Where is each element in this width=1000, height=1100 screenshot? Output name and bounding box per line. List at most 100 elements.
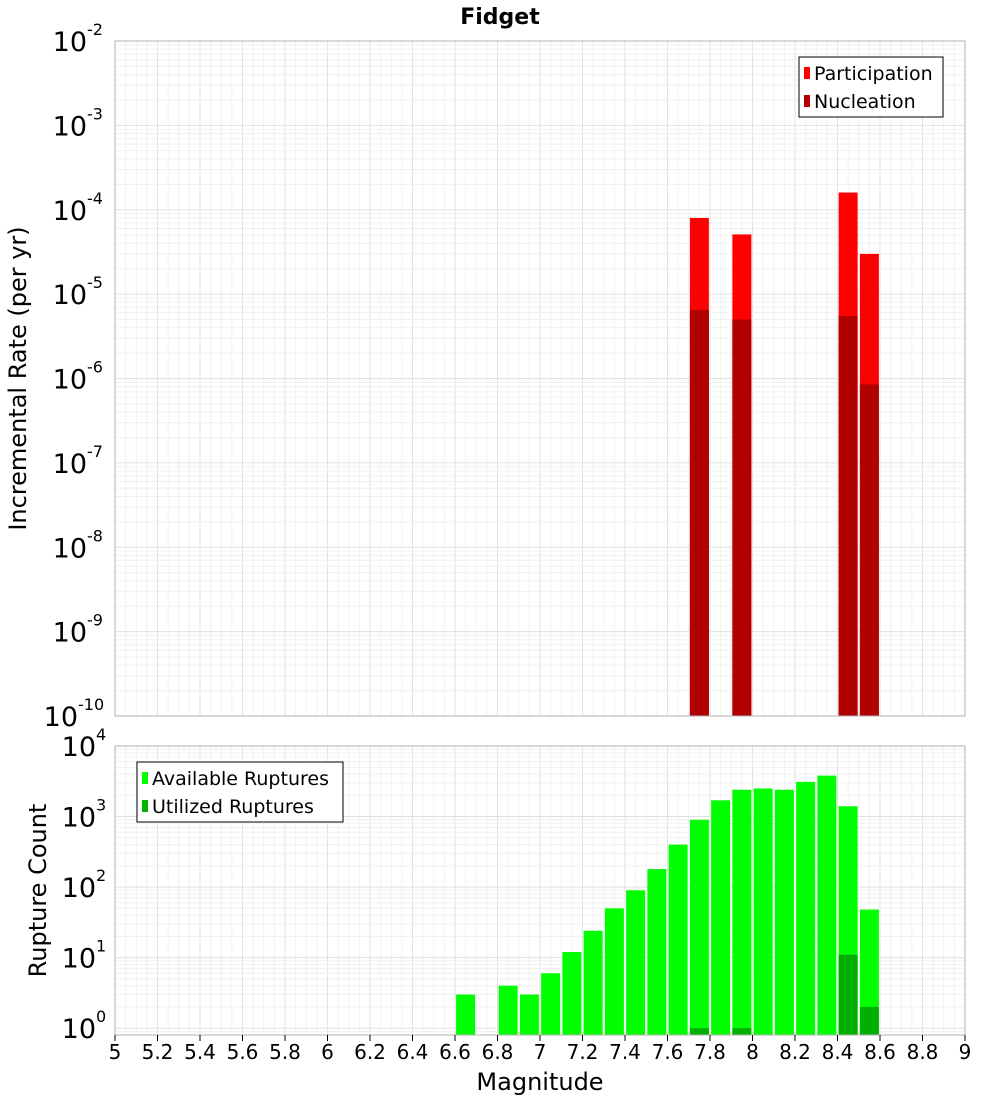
bar-available-ruptures-7 — [626, 890, 646, 1035]
x-tick-label: 7.2 — [567, 1040, 599, 1064]
bar-available-ruptures-6 — [604, 908, 624, 1035]
y-tick-base: 10 — [62, 732, 96, 763]
bar-utilized-ruptures-2 — [838, 954, 858, 1035]
x-tick-label: 7.4 — [609, 1040, 641, 1064]
y-tick-base: 10 — [53, 533, 87, 564]
legend-entry: Participation — [814, 63, 933, 85]
bar-available-ruptures-0 — [456, 994, 476, 1035]
bar-available-ruptures-10 — [689, 819, 709, 1035]
x-tick-label: 7 — [534, 1040, 547, 1064]
legend-entry: Nucleation — [814, 91, 916, 113]
y-tick-exponent: 4 — [96, 725, 106, 744]
bar-nucleation-0 — [689, 309, 709, 716]
y-tick-label: 10 2 — [62, 866, 107, 904]
x-tick-label: 7.6 — [652, 1040, 684, 1064]
x-tick-label: 9 — [959, 1040, 972, 1064]
y-tick-label: 10 -9 — [53, 611, 103, 649]
y-axis-label: Incremental Rate (per yr) — [4, 226, 32, 530]
y-tick-base: 10 — [62, 803, 96, 834]
x-tick-label: 5 — [109, 1040, 122, 1064]
x-tick-label: 8.6 — [864, 1040, 896, 1064]
legend-entry: Available Ruptures — [152, 768, 329, 790]
legend-swatch — [804, 95, 810, 107]
bar-utilized-ruptures-0 — [689, 1028, 709, 1035]
y-tick-base: 10 — [62, 873, 96, 904]
bar-utilized-ruptures-3 — [859, 1006, 879, 1035]
bar-available-ruptures-14 — [774, 789, 794, 1035]
y-tick-base: 10 — [53, 280, 87, 311]
bar-available-ruptures-12 — [732, 789, 752, 1035]
legend-entry: Utilized Ruptures — [152, 796, 314, 818]
y-tick-base: 10 — [44, 702, 78, 733]
y-tick-base: 10 — [62, 1014, 96, 1045]
bar-available-ruptures-9 — [668, 844, 688, 1035]
x-tick-label: 5.6 — [227, 1040, 259, 1064]
y-tick-exponent: -10 — [78, 695, 104, 714]
y-tick-exponent: -2 — [87, 20, 103, 39]
x-tick-label: 7.8 — [694, 1040, 726, 1064]
bar-available-ruptures-13 — [753, 788, 773, 1035]
y-tick-base: 10 — [53, 449, 87, 480]
y-tick-base: 10 — [53, 111, 87, 142]
x-tick-label: 8 — [746, 1040, 759, 1064]
y-tick-exponent: -5 — [87, 273, 103, 292]
y-tick-label: 10 0 — [62, 1007, 107, 1045]
legend: Participation Nucleation — [798, 56, 944, 118]
y-tick-label: 10 -10 — [44, 695, 105, 733]
y-tick-base: 10 — [53, 365, 87, 396]
x-axis-label: Magnitude — [476, 1068, 603, 1096]
x-tick-label: 8.8 — [907, 1040, 939, 1064]
bar-available-ruptures-11 — [711, 800, 731, 1035]
y-tick-label: 10 -7 — [53, 442, 103, 480]
y-tick-exponent: 1 — [96, 937, 106, 956]
y-tick-exponent: 0 — [96, 1007, 106, 1026]
y-tick-exponent: -6 — [87, 358, 103, 377]
x-tick-label: 8.4 — [822, 1040, 854, 1064]
x-tick-label: 5.4 — [184, 1040, 216, 1064]
y-tick-base: 10 — [53, 196, 87, 227]
legend-box — [798, 56, 944, 118]
y-tick-label: 10 -2 — [53, 20, 103, 58]
y-tick-exponent: -8 — [87, 526, 103, 545]
y-tick-exponent: -4 — [87, 189, 103, 208]
bar-available-ruptures-8 — [647, 869, 667, 1035]
y-tick-exponent: -7 — [87, 442, 103, 461]
bar-available-ruptures-16 — [817, 775, 837, 1035]
y-tick-label: 10 -6 — [53, 358, 103, 396]
bar-utilized-ruptures-1 — [732, 1028, 752, 1035]
chart-title: Fidget — [460, 5, 540, 30]
x-tick-label: 6.4 — [397, 1040, 429, 1064]
y-tick-exponent: 3 — [96, 796, 106, 815]
y-tick-label: 10 4 — [62, 725, 107, 763]
x-tick-label: 6 — [321, 1040, 334, 1064]
y-tick-label: 10 -8 — [53, 526, 103, 564]
bar-available-ruptures-15 — [796, 781, 816, 1035]
y-tick-label: 10 -5 — [53, 273, 103, 311]
x-tick-label: 8.2 — [779, 1040, 811, 1064]
x-tick-label: 6.8 — [482, 1040, 514, 1064]
plot-frame — [114, 40, 966, 717]
legend-box — [136, 761, 344, 823]
bar-nucleation-1 — [732, 319, 752, 716]
bar-available-ruptures-3 — [541, 973, 561, 1035]
bar-available-ruptures-18 — [859, 909, 879, 1035]
x-tick-label: 5.2 — [142, 1040, 174, 1064]
y-tick-label: 10 -3 — [53, 104, 103, 142]
legend: Available Ruptures Utilized Ruptures — [136, 761, 344, 823]
y-tick-base: 10 — [53, 27, 87, 58]
y-tick-exponent: -3 — [87, 104, 103, 123]
bar-available-ruptures-1 — [498, 985, 518, 1035]
bar-available-ruptures-5 — [583, 930, 603, 1035]
y-tick-base: 10 — [62, 944, 96, 975]
y-tick-base: 10 — [53, 618, 87, 649]
bar-available-ruptures-2 — [519, 994, 539, 1035]
x-tick-label: 6.2 — [354, 1040, 386, 1064]
bar-available-ruptures-4 — [562, 952, 582, 1035]
x-tick-label: 5.8 — [269, 1040, 301, 1064]
y-tick-label: 10 3 — [62, 796, 107, 834]
bar-nucleation-2 — [838, 316, 858, 716]
y-tick-label: 10 1 — [62, 937, 107, 975]
